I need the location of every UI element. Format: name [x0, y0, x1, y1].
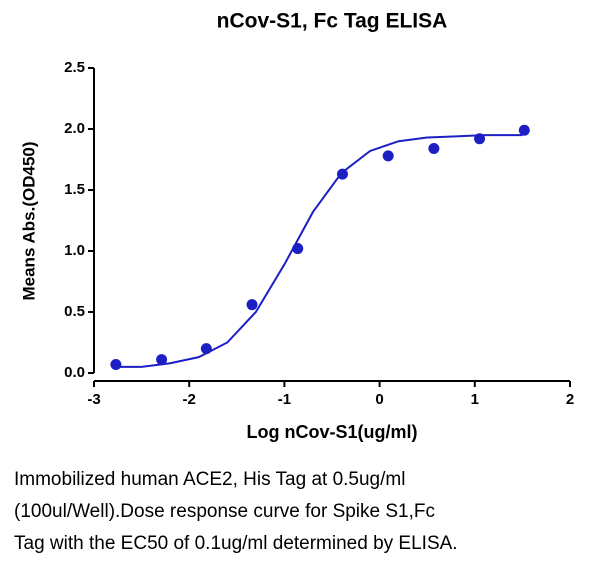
y-tick-label: 0.0 [64, 364, 85, 381]
x-axis-label: Log nCov-S1(ug/ml) [247, 422, 418, 442]
x-tick-label: -2 [183, 391, 196, 408]
x-tick-label: -1 [278, 391, 291, 408]
data-point [200, 343, 212, 355]
x-tick-label: -3 [87, 391, 100, 408]
caption-line: Immobilized human ACE2, His Tag at 0.5ug… [14, 469, 405, 490]
y-tick-label: 2.0 [64, 120, 85, 137]
y-tick-label: 1.0 [64, 242, 85, 259]
x-tick-label: 2 [566, 391, 574, 408]
y-tick-label: 2.5 [64, 59, 85, 76]
data-point [428, 143, 440, 155]
y-tick-label: 1.5 [64, 181, 85, 198]
y-tick-label: 0.5 [64, 303, 85, 320]
data-point [110, 358, 122, 370]
y-axis-label: Means Abs.(OD450) [19, 141, 38, 300]
data-point [518, 124, 530, 136]
x-tick-label: 0 [375, 391, 383, 408]
data-point [246, 299, 258, 311]
caption-line: Tag with the EC50 of 0.1ug/ml determined… [14, 533, 458, 554]
chart-title: nCov-S1, Fc Tag ELISA [217, 10, 448, 33]
data-point [156, 354, 168, 366]
data-point [336, 168, 348, 180]
data-point [474, 133, 486, 145]
caption-line: (100ul/Well).Dose response curve for Spi… [14, 501, 435, 522]
data-point [292, 243, 304, 255]
x-tick-label: 1 [471, 391, 479, 408]
fit-curve [113, 134, 523, 368]
data-point [382, 150, 394, 162]
